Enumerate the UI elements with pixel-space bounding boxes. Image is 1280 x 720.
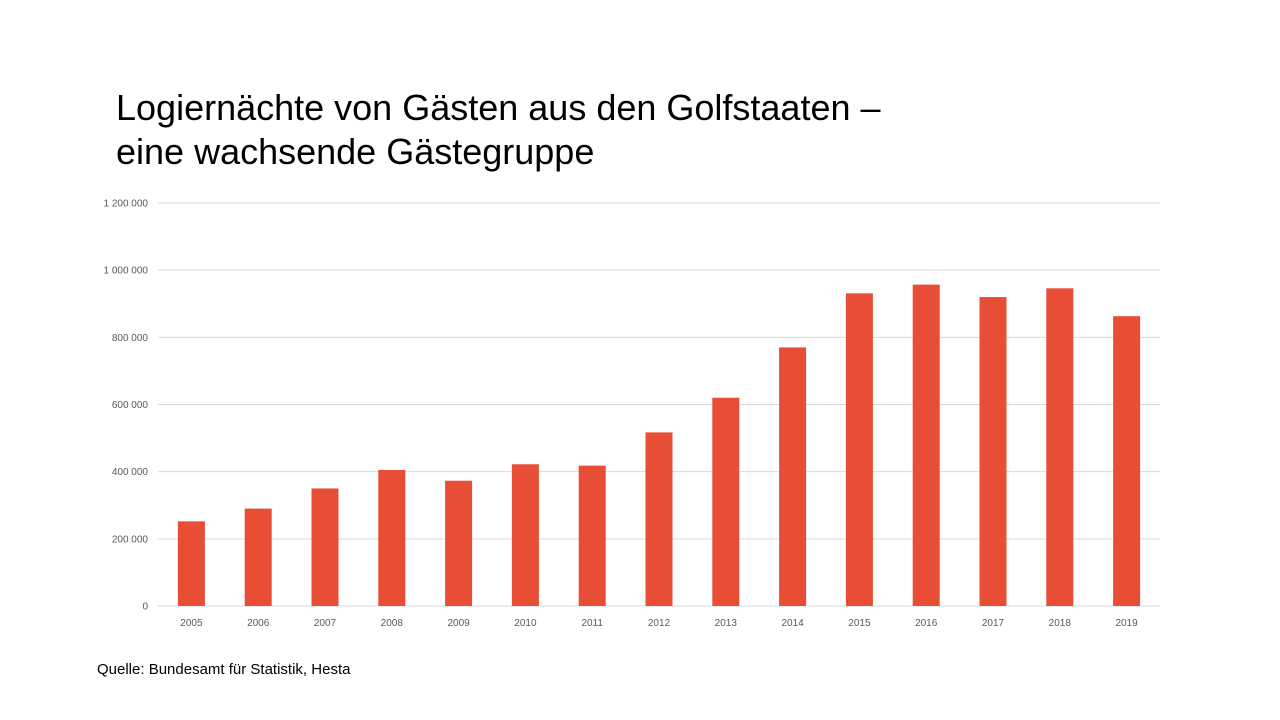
x-tick-label: 2015 xyxy=(848,618,871,629)
x-tick-label: 2014 xyxy=(781,618,804,629)
bar-2017 xyxy=(979,297,1007,606)
bars xyxy=(177,284,1141,606)
y-tick-label: 800 000 xyxy=(112,333,149,344)
x-axis-tick-labels: 2005 2006 2007 2008 2009 2010 2011 2012 2013 2014… xyxy=(180,618,1138,629)
chart-title-line-1: Logiernächte von Gästen aus den Golfstaa… xyxy=(116,87,881,128)
bar-2005 xyxy=(177,521,205,606)
y-tick-label: 400 000 xyxy=(112,467,149,478)
x-tick-label: 2006 xyxy=(247,618,270,629)
x-tick-label: 2019 xyxy=(1115,618,1138,629)
x-tick-label: 2005 xyxy=(180,618,203,629)
x-tick-label: 2008 xyxy=(381,618,404,629)
bar-2010 xyxy=(511,464,539,606)
y-tick-label: 600 000 xyxy=(112,400,149,411)
x-tick-label: 2016 xyxy=(915,618,938,629)
y-tick-label: 200 000 xyxy=(112,534,149,545)
source-note: Quelle: Bundesamt für Statistik, Hesta xyxy=(97,661,351,678)
bar-2011 xyxy=(578,465,606,606)
y-tick-label: 0 xyxy=(142,602,148,613)
y-tick-label: 1 000 000 xyxy=(104,266,149,277)
x-tick-label: 2012 xyxy=(648,618,671,629)
x-tick-label: 2007 xyxy=(314,618,337,629)
bar-2016 xyxy=(912,284,940,606)
x-tick-label: 2018 xyxy=(1049,618,1072,629)
x-tick-label: 2009 xyxy=(447,618,470,629)
bar-2014 xyxy=(779,347,807,606)
bar-2012 xyxy=(645,432,673,606)
x-tick-label: 2013 xyxy=(715,618,738,629)
x-tick-label: 2011 xyxy=(581,618,603,629)
bar-2006 xyxy=(244,508,272,606)
x-tick-label: 2010 xyxy=(514,618,537,629)
bar-2019 xyxy=(1113,316,1141,606)
chart-title-line-2: eine wachsende Gästegruppe xyxy=(116,131,595,172)
bar-2007 xyxy=(311,488,339,606)
bar-2013 xyxy=(712,397,740,606)
chart-title: Logiernächte von Gästen aus den Golfstaa… xyxy=(116,86,881,174)
bar-2015 xyxy=(845,293,873,606)
bar-2009 xyxy=(445,480,473,606)
y-axis-tick-labels: 0 200 000 400 000 600 000 800 000 1 000 000 1 … xyxy=(104,199,149,613)
x-tick-label: 2017 xyxy=(982,618,1005,629)
y-tick-label: 1 200 000 xyxy=(104,199,149,210)
bar-2018 xyxy=(1046,288,1074,606)
bar-2008 xyxy=(378,469,406,606)
